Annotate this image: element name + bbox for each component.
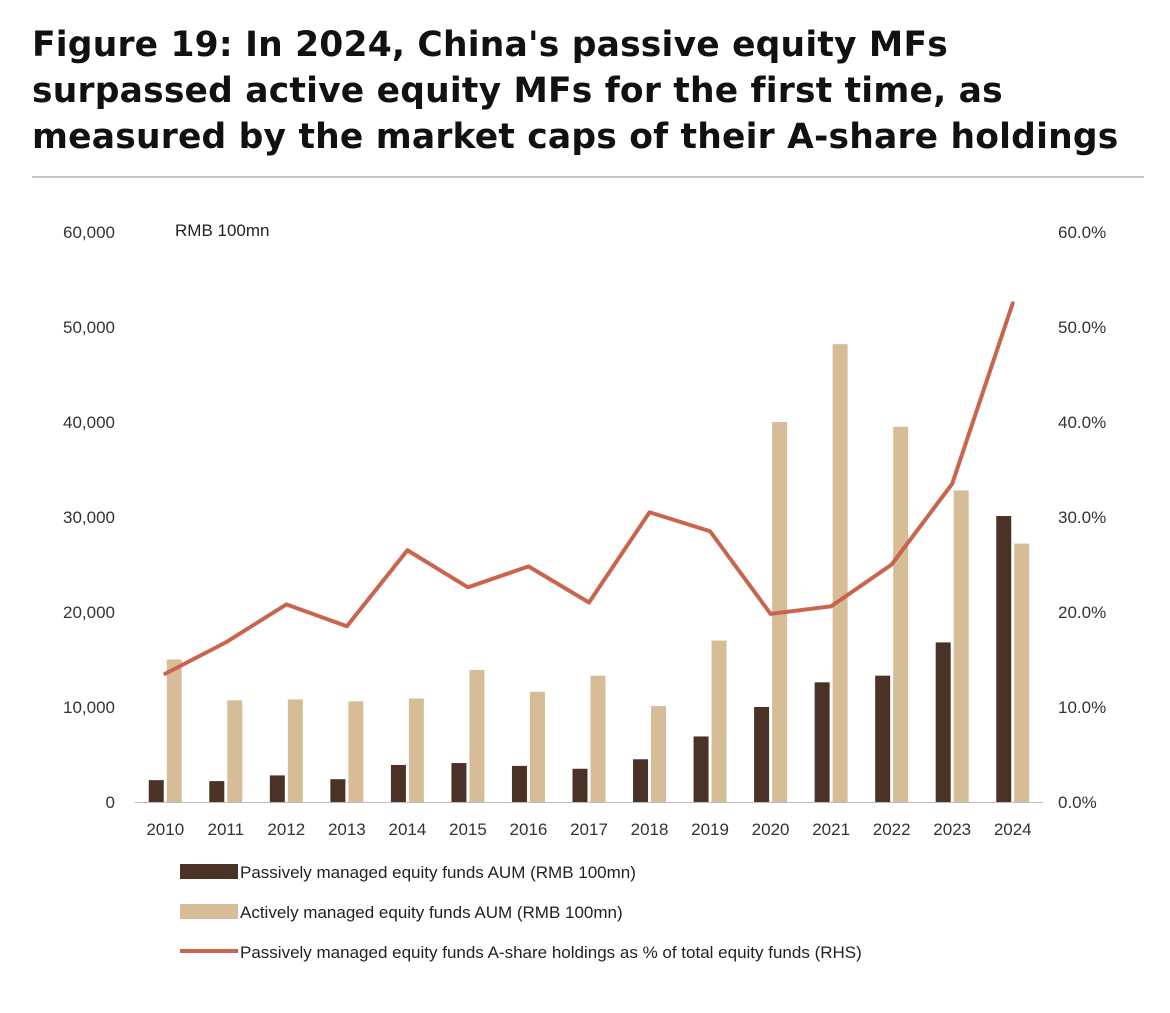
right-axis-tick-label: 0.0%: [1058, 793, 1097, 812]
x-axis-tick-label: 2018: [631, 820, 669, 839]
passive-share-point: [769, 612, 773, 616]
x-axis-tick-label: 2016: [510, 820, 548, 839]
x-axis-tick-label: 2014: [388, 820, 426, 839]
active-aum-bar: [408, 698, 424, 802]
active-aum-bar: [348, 701, 364, 802]
x-axis-tick-label: 2015: [449, 820, 487, 839]
passive-share-point: [163, 672, 167, 676]
active-aum-bar: [227, 700, 243, 802]
passive-aum-bar: [996, 516, 1012, 802]
passive-share-point: [950, 482, 954, 486]
legend-line-label: Passively managed equity funds A-share h…: [240, 943, 862, 962]
passive-aum-bar: [754, 707, 770, 802]
legend-active-label: Actively managed equity funds AUM (RMB 1…: [240, 903, 623, 922]
passive-share-point: [405, 548, 409, 552]
left-axis-tick-label: 10,000: [63, 698, 115, 717]
passive-share-point: [466, 585, 470, 589]
legend-passive-swatch: [180, 864, 238, 879]
right-axis-tick-label: 10.0%: [1058, 698, 1106, 717]
passive-share-point: [224, 640, 228, 644]
passive-aum-bar: [451, 763, 467, 802]
active-aum-bar: [711, 640, 727, 802]
passive-share-point: [345, 624, 349, 628]
passive-share-point: [648, 510, 652, 514]
right-axis-tick-label: 30.0%: [1058, 508, 1106, 527]
passive-aum-bar: [330, 779, 346, 802]
active-aum-bar: [529, 691, 545, 802]
passive-aum-bar: [875, 675, 891, 802]
passive-share-point: [829, 604, 833, 608]
passive-aum-bar: [390, 764, 406, 802]
left-axis-tick-label: 50,000: [63, 318, 115, 337]
passive-share-point: [708, 529, 712, 533]
passive-aum-bar: [511, 765, 527, 802]
passive-share-point: [587, 601, 591, 604]
passive-aum-bar: [633, 759, 649, 802]
x-axis-tick-label: 2019: [691, 820, 729, 839]
passive-aum-bar: [935, 642, 951, 802]
title-divider: [32, 176, 1144, 178]
passive-share-point: [526, 564, 530, 568]
left-axis-tick-label: 20,000: [63, 603, 115, 622]
passive-aum-bar: [814, 682, 830, 802]
active-aum-bar: [1014, 543, 1030, 802]
figure-title: Figure 19: In 2024, China's passive equi…: [32, 25, 1119, 157]
left-axis-tick-label: 30,000: [63, 508, 115, 527]
right-axis-tick-label: 60.0%: [1058, 223, 1106, 242]
passive-aum-bar: [209, 781, 225, 802]
passive-share-point: [284, 602, 288, 606]
passive-share-point: [1011, 301, 1015, 305]
right-axis-tick-label: 50.0%: [1058, 318, 1106, 337]
legend-active-swatch: [180, 904, 238, 919]
x-axis-tick-label: 2012: [267, 820, 305, 839]
active-aum-bar: [893, 426, 909, 802]
passive-aum-bar: [572, 768, 588, 802]
x-axis-tick-label: 2020: [752, 820, 790, 839]
left-axis-tick-label: 60,000: [63, 223, 115, 242]
active-aum-bar: [953, 490, 969, 802]
active-aum-bar: [469, 669, 485, 802]
active-aum-bar: [651, 706, 667, 802]
x-axis-tick-label: 2017: [570, 820, 608, 839]
active-aum-bar: [166, 659, 182, 802]
x-axis-tick-label: 2024: [994, 820, 1032, 839]
left-axis-tick-label: 0: [106, 793, 115, 812]
legend-passive-label: Passively managed equity funds AUM (RMB …: [240, 863, 636, 882]
active-aum-bar: [287, 699, 303, 802]
x-axis-tick-label: 2011: [208, 820, 245, 839]
active-aum-bar: [832, 344, 848, 802]
x-axis-tick-label: 2013: [328, 820, 366, 839]
passive-share-point: [890, 563, 894, 566]
x-axis-tick-label: 2010: [146, 820, 184, 839]
left-axis-tick-label: 40,000: [63, 413, 115, 432]
active-aum-bar: [590, 675, 606, 802]
x-axis-tick-label: 2023: [933, 820, 971, 839]
passive-aum-bar: [148, 780, 164, 802]
x-axis-tick-label: 2022: [873, 820, 911, 839]
x-axis-tick-label: 2021: [812, 820, 850, 839]
passive-share-line: [163, 301, 1015, 676]
passive-aum-bar: [269, 775, 285, 802]
right-axis-tick-label: 40.0%: [1058, 413, 1106, 432]
passive-aum-bar: [693, 736, 709, 802]
right-axis-tick-label: 20.0%: [1058, 603, 1106, 622]
unit-label: RMB 100mn: [175, 221, 269, 240]
